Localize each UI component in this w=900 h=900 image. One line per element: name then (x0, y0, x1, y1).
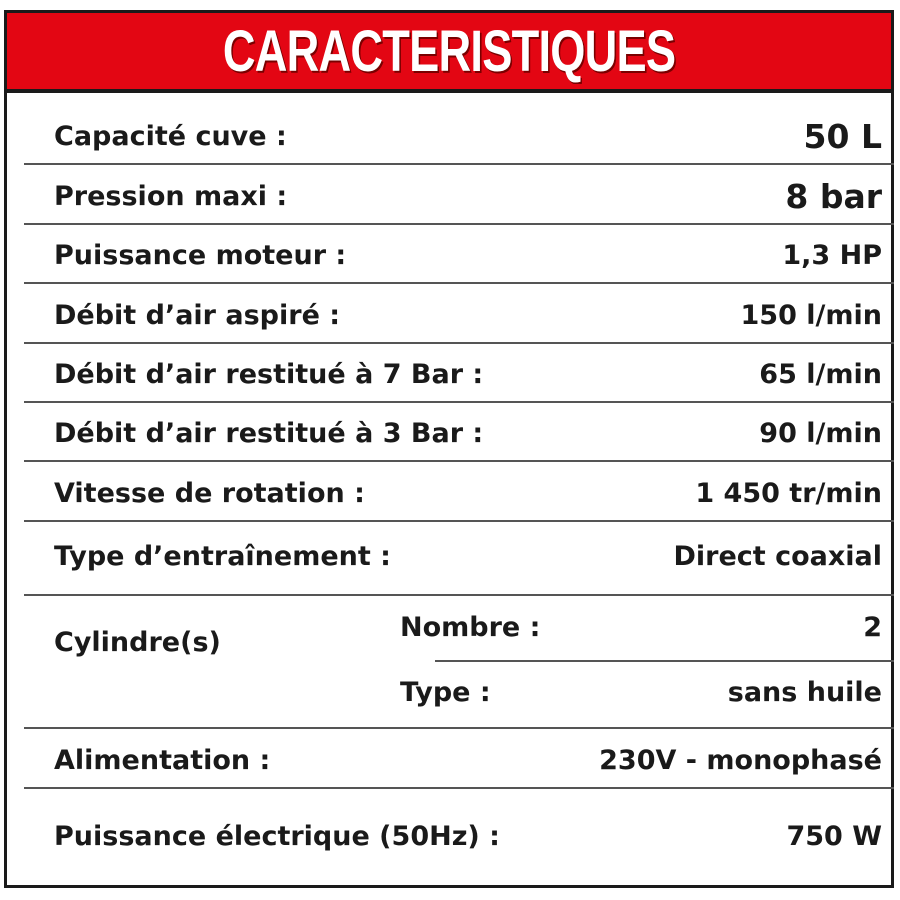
spec-row: Puissance moteur : 1,3 HP (24, 235, 894, 275)
spec-value: 50 L (803, 116, 882, 156)
row-divider (24, 282, 894, 284)
spec-row: Type d’entraînement : Direct coaxial (24, 536, 894, 576)
spec-row: Puissance électrique (50Hz) : 750 W (24, 816, 894, 856)
nombre-value: 2 (863, 611, 882, 643)
spec-value: 90 l/min (759, 417, 882, 449)
type-label: Type : (400, 676, 491, 708)
spec-value: Direct coaxial (673, 540, 882, 572)
spec-value: 1 450 tr/min (695, 477, 882, 509)
row-divider (24, 223, 894, 225)
sub-divider (435, 660, 894, 662)
cylinder-label: Cylindre(s) (54, 626, 221, 658)
row-divider (24, 163, 894, 165)
spec-row: Débit d’air aspiré : 150 l/min (24, 295, 894, 335)
spec-value: 150 l/min (740, 299, 883, 331)
spec-row: Vitesse de rotation : 1 450 tr/min (24, 473, 894, 513)
nombre-label: Nombre : (400, 611, 541, 643)
spec-label: Pression maxi : (54, 180, 288, 212)
spec-value: 1,3 HP (782, 239, 882, 271)
row-divider (24, 460, 894, 462)
spec-label: Puissance moteur : (54, 239, 347, 271)
spec-value: 230V - monophasé (599, 744, 882, 776)
spec-label: Alimentation : (54, 744, 271, 776)
spec-row: Débit d’air restitué à 3 Bar : 90 l/min (24, 413, 894, 453)
spec-value: 750 W (786, 820, 882, 852)
table-title: CARACTERISTIQUES (222, 18, 676, 84)
type-value: sans huile (727, 676, 882, 708)
cylinder-count-row: Nombre : 2 (400, 607, 882, 647)
row-divider (24, 727, 894, 729)
spec-row: Débit d’air restitué à 7 Bar : 65 l/min (24, 354, 894, 394)
spec-label: Capacité cuve : (54, 120, 287, 152)
row-divider (24, 594, 894, 596)
spec-row: Capacité cuve : 50 L (24, 116, 894, 156)
spec-label: Vitesse de rotation : (54, 477, 365, 509)
spec-label: Débit d’air aspiré : (54, 299, 341, 331)
row-divider (24, 342, 894, 344)
spec-label: Débit d’air restitué à 7 Bar : (54, 358, 484, 390)
spec-value: 65 l/min (759, 358, 882, 390)
table-header: CARACTERISTIQUES (7, 13, 891, 93)
cylinder-row: Cylindre(s) (24, 622, 233, 662)
spec-label: Débit d’air restitué à 3 Bar : (54, 417, 484, 449)
spec-label: Puissance électrique (50Hz) : (54, 820, 500, 852)
spec-row: Alimentation : 230V - monophasé (24, 740, 894, 780)
spec-row: Pression maxi : 8 bar (24, 176, 894, 216)
row-divider (24, 520, 894, 522)
row-divider (24, 787, 894, 789)
row-divider (24, 401, 894, 403)
spec-table: CARACTERISTIQUES (4, 10, 894, 888)
cylinder-type-row: Type : sans huile (400, 672, 882, 712)
spec-value: 8 bar (785, 176, 882, 216)
spec-label: Type d’entraînement : (54, 540, 391, 572)
